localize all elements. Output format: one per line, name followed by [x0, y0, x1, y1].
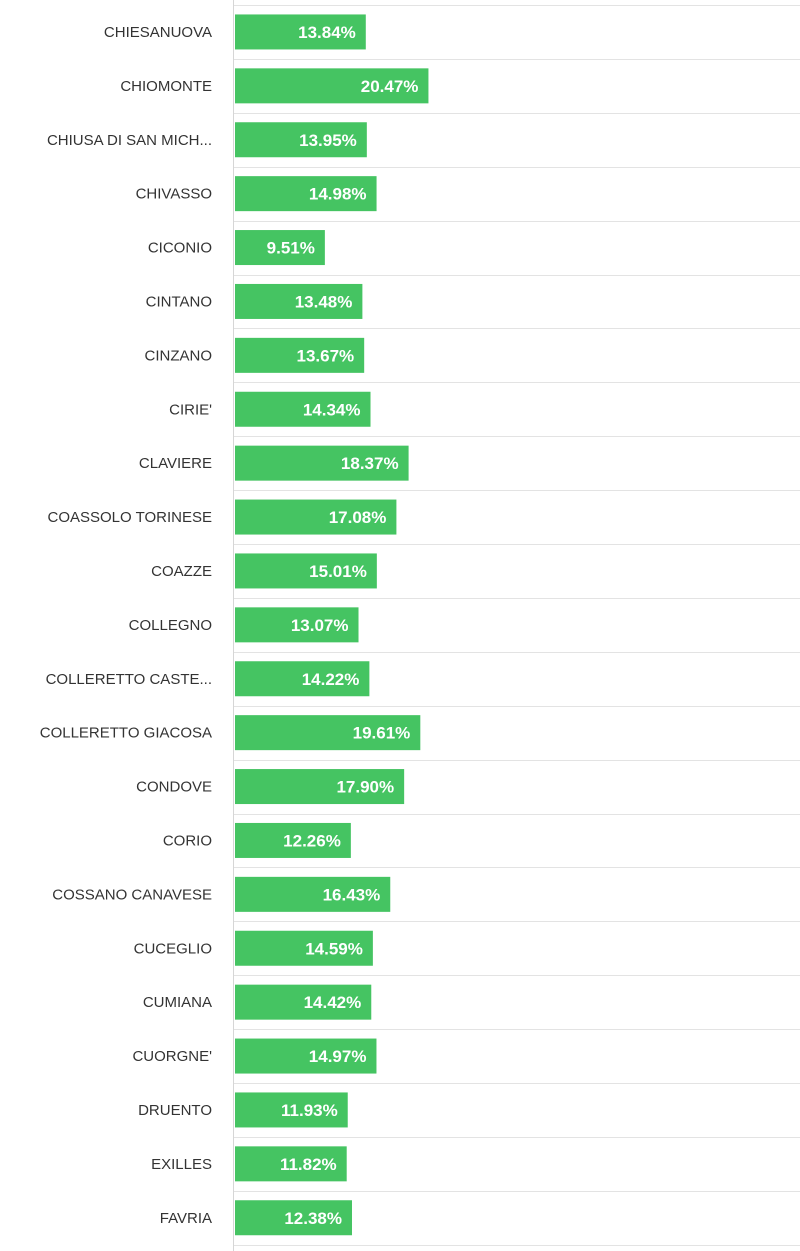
bar-value-label: 13.07%: [291, 616, 349, 635]
bar-value-label: 13.84%: [298, 23, 356, 42]
category-label: CUMIANA: [143, 994, 212, 1011]
bar-value-label: 14.42%: [304, 993, 362, 1012]
bar-value-label: 20.47%: [361, 77, 419, 96]
category-label: CHIUSA DI SAN MICH...: [47, 132, 212, 149]
bar: [235, 661, 370, 697]
bars: 13.84% 20.47% 13.95% 14.98% 9.51% 13.48% 13.67…: [235, 14, 429, 1236]
bar-value-label: 18.37%: [341, 454, 399, 473]
bar: [235, 122, 367, 158]
bar: [235, 283, 363, 319]
bar: [235, 230, 325, 266]
category-label: CINTANO: [146, 293, 212, 310]
category-label: CONDOVE: [136, 779, 212, 796]
bar-value-label: 9.51%: [267, 239, 315, 258]
category-label: CICONIO: [148, 240, 212, 257]
bar-value-label: 17.90%: [336, 778, 394, 797]
bar: [235, 1092, 348, 1128]
bar: [235, 176, 377, 212]
bar: [235, 391, 371, 427]
bar-value-label: 12.38%: [284, 1209, 342, 1228]
bar-value-label: 13.48%: [295, 292, 353, 311]
category-label: DRUENTO: [138, 1102, 212, 1119]
bar: [235, 1146, 347, 1182]
bar: [235, 68, 429, 104]
bar-value-label: 17.08%: [329, 508, 387, 527]
category-label: CIRIE': [169, 401, 212, 418]
category-label: FAVRIA: [160, 1210, 212, 1227]
category-label: CHIESANUOVA: [104, 24, 212, 41]
bar: [235, 769, 405, 805]
grid-lines: [233, 0, 800, 1251]
category-label: COSSANO CANAVESE: [52, 886, 212, 903]
category-label: CUORGNE': [132, 1048, 212, 1065]
bar: [235, 930, 373, 966]
bar-value-label: 14.59%: [305, 939, 363, 958]
category-label: CHIOMONTE: [120, 78, 212, 95]
bar-value-label: 14.34%: [303, 400, 361, 419]
category-labels: CHIESANUOVA CHIOMONTE CHIUSA DI SAN MICH..…: [40, 24, 212, 1227]
category-label: COLLEGNO: [129, 617, 212, 634]
category-label: CHIVASSO: [136, 186, 212, 203]
bar-value-label: 19.61%: [353, 724, 411, 743]
bar: [235, 1200, 352, 1236]
bar-value-label: 14.97%: [309, 1047, 367, 1066]
category-label: CUCEGLIO: [134, 940, 212, 957]
bar: [235, 14, 366, 50]
bar-value-label: 15.01%: [309, 562, 367, 581]
bar: [235, 445, 409, 481]
bar: [235, 607, 359, 643]
bar-value-label: 14.98%: [309, 185, 367, 204]
bar-value-label: 13.67%: [297, 346, 355, 365]
bar: [235, 553, 377, 589]
bar: [235, 499, 397, 535]
bar: [235, 1038, 377, 1074]
bar: [235, 876, 391, 912]
category-label: COAZZE: [151, 563, 212, 580]
bar-value-label: 11.93%: [281, 1101, 338, 1120]
category-label: COLLERETTO GIACOSA: [40, 725, 212, 742]
bar: [235, 984, 372, 1020]
bar: [235, 337, 365, 373]
bar-value-label: 12.26%: [283, 831, 341, 850]
bar-value-label: 13.95%: [299, 131, 357, 150]
category-label: EXILLES: [151, 1156, 212, 1173]
bar: [235, 715, 421, 751]
bar-value-label: 16.43%: [323, 885, 381, 904]
category-label: CLAVIERE: [139, 455, 212, 472]
bar-value-label: 11.82%: [280, 1155, 337, 1174]
bar: [235, 822, 351, 858]
bar-value-label: 14.22%: [302, 670, 360, 689]
category-label: CORIO: [163, 832, 212, 849]
category-label: CINZANO: [145, 347, 213, 364]
category-label: COASSOLO TORINESE: [48, 509, 213, 526]
category-label: COLLERETTO CASTE...: [46, 671, 212, 688]
